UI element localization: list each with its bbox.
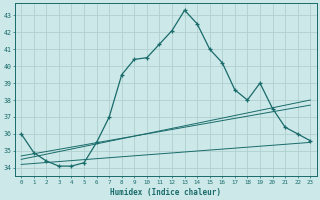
X-axis label: Humidex (Indice chaleur): Humidex (Indice chaleur)	[110, 188, 221, 197]
